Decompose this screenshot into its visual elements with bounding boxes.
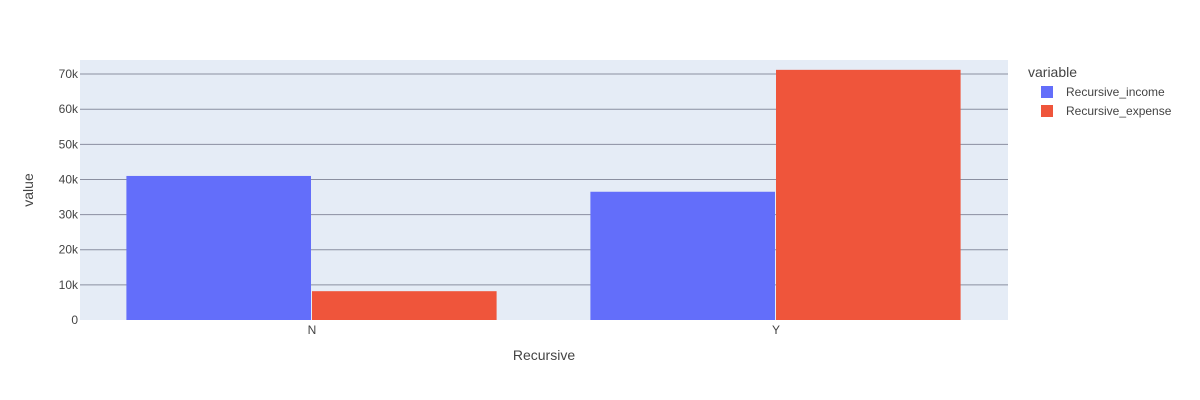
legend-swatch[interactable] xyxy=(1041,105,1053,117)
legend-label[interactable]: Recursive_expense xyxy=(1066,104,1172,118)
y-tick-label: 70k xyxy=(59,67,79,81)
legend-title: variable xyxy=(1028,64,1077,80)
x-tick-label: Y xyxy=(772,323,780,337)
bar-recursive-expense-n[interactable] xyxy=(312,291,497,320)
x-tick-label: N xyxy=(308,323,317,337)
y-tick-label: 30k xyxy=(59,208,79,222)
y-tick-label: 50k xyxy=(59,137,79,151)
y-axis-ticks: 0 10k 20k 30k 40k 50k 60k 70k xyxy=(59,67,79,327)
y-tick-label: 40k xyxy=(59,172,79,186)
bars xyxy=(126,69,961,321)
y-axis-title: value xyxy=(20,173,36,207)
bar-recursive-expense-y[interactable] xyxy=(776,69,961,321)
y-tick-label: 10k xyxy=(59,278,79,292)
bar-recursive-income-n[interactable] xyxy=(126,175,312,320)
legend-label[interactable]: Recursive_income xyxy=(1066,85,1165,99)
y-tick-label: 20k xyxy=(59,243,79,257)
bar-recursive-income-y[interactable] xyxy=(590,191,775,320)
x-axis-title: Recursive xyxy=(513,347,575,363)
legend-swatch[interactable] xyxy=(1041,86,1053,98)
y-tick-label: 0 xyxy=(71,313,78,327)
legend: variable Recursive_income Recursive_expen… xyxy=(1028,64,1172,118)
y-tick-label: 60k xyxy=(59,102,79,116)
